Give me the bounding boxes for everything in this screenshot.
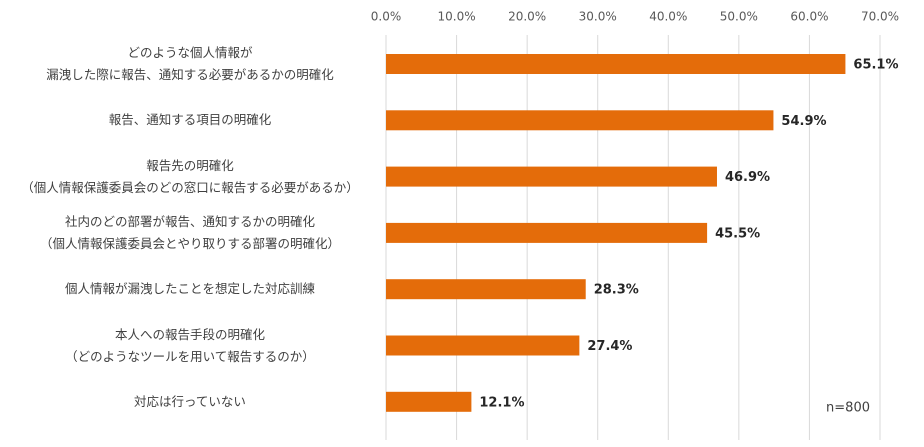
x-tick-label: 0.0% <box>371 10 402 24</box>
y-tick-label: どのような個人情報が 漏洩した際に報告、通知する必要があるかの明確化 <box>46 45 334 82</box>
bar <box>386 279 586 300</box>
value-label: 45.5% <box>715 226 760 241</box>
y-tick-label: 個人情報が漏洩したことを想定した対応訓練 <box>64 281 315 297</box>
annotation: n=800 <box>826 401 870 416</box>
x-tick-label: 70.0% <box>861 10 899 24</box>
bar <box>386 54 846 74</box>
value-label: 65.1% <box>853 58 898 73</box>
bar <box>386 391 472 412</box>
y-tick-label: 報告先の明確化 （個人情報保護委員会のどの窓口に報告する必要があるか） <box>21 157 359 195</box>
bar <box>386 222 708 243</box>
y-tick-label: 本人への報告手段の明確化 （どのようなツールを用いて報告するのか） <box>65 326 315 364</box>
value-label: 12.1% <box>479 395 524 410</box>
bar <box>386 166 717 187</box>
value-label: 54.9% <box>781 114 826 129</box>
x-tick-label: 30.0% <box>579 10 617 24</box>
value-label: 27.4% <box>587 339 632 354</box>
bar <box>386 335 580 356</box>
y-tick-label: 対応は行っていない <box>134 393 246 409</box>
x-tick-label: 10.0% <box>438 10 476 24</box>
x-tick-label: 40.0% <box>649 10 687 24</box>
value-label: 46.9% <box>725 170 770 185</box>
bar <box>386 110 774 131</box>
y-tick-label: 社内のどの部署が報告、通知するかの明確化 （個人情報保護委員会とやり取りする部署… <box>39 213 340 251</box>
y-tick-label: 報告、通知する項目の明確化 <box>108 112 272 128</box>
x-tick-label: 60.0% <box>790 10 828 24</box>
x-tick-label: 20.0% <box>508 10 546 24</box>
x-tick-label: 50.0% <box>720 10 758 24</box>
value-label: 28.3% <box>594 283 639 298</box>
